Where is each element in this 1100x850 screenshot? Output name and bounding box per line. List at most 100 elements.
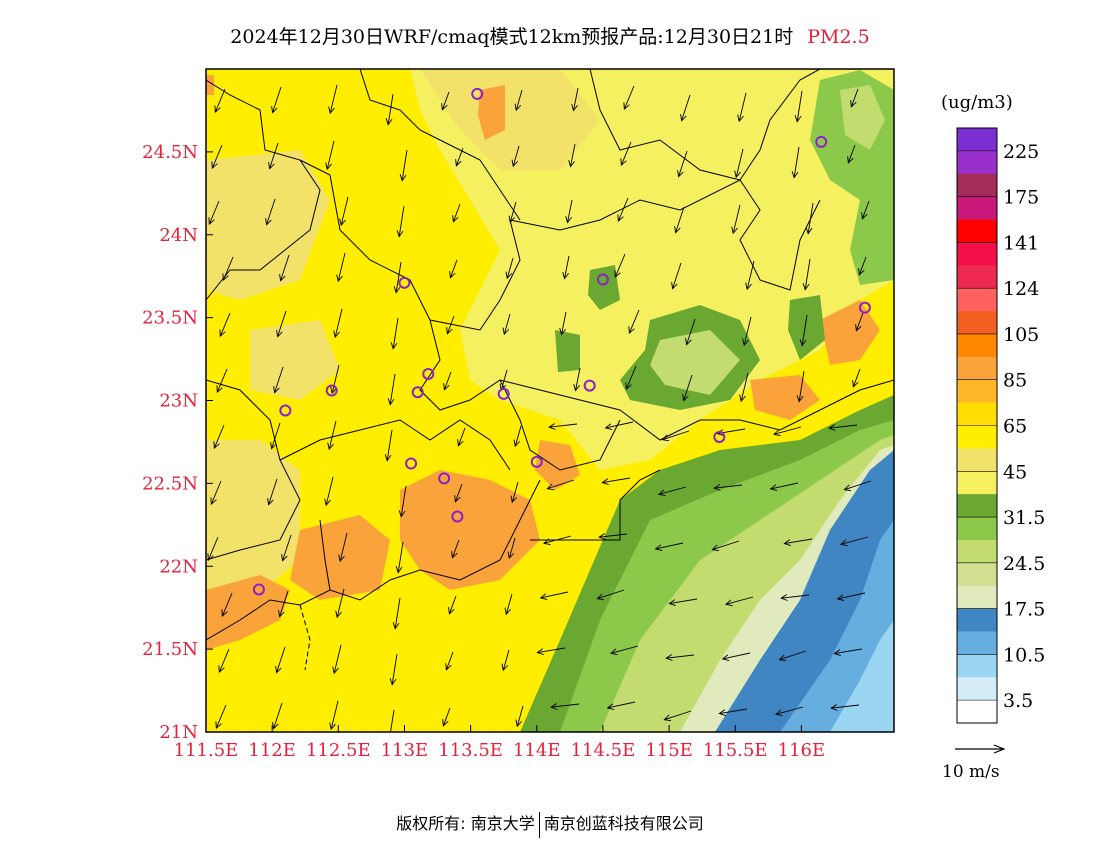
- wind-arrow: [743, 316, 752, 346]
- colorbar-swatch: [957, 311, 997, 335]
- wind-arrow: [551, 703, 580, 708]
- station-marker: [438, 472, 451, 485]
- station-marker: [858, 301, 871, 314]
- wind-arrow: [779, 650, 807, 661]
- wind-arrowhead: [668, 599, 676, 606]
- wind-arrowhead: [833, 649, 841, 656]
- wind-arrowhead: [501, 663, 509, 672]
- border-line-8: [279, 419, 511, 471]
- wind-arrow: [746, 260, 755, 290]
- border-line-9: [419, 319, 621, 411]
- wind-arrowhead: [508, 215, 516, 224]
- wind-arrow: [831, 704, 860, 709]
- wind-arrowhead: [783, 539, 791, 546]
- wind-arrowhead: [830, 704, 838, 711]
- wind-arrow: [537, 647, 566, 654]
- wind-arrow: [503, 313, 511, 335]
- colorbar-swatch: [957, 562, 997, 586]
- wind-arrow: [840, 536, 869, 545]
- wind-arrow: [714, 484, 743, 489]
- wind-arrowhead: [514, 103, 522, 112]
- wind-arrow: [400, 485, 407, 517]
- wind-arrowhead: [721, 654, 730, 662]
- colorbar-swatch: [957, 654, 997, 678]
- wind-arrow: [796, 90, 803, 122]
- wind-arrowhead: [685, 337, 692, 346]
- wind-arrow: [329, 84, 338, 114]
- wind-arrow: [392, 317, 399, 349]
- field-31-spot-1: [588, 265, 620, 310]
- wind-arrow: [445, 651, 454, 670]
- wind-arrowhead: [392, 622, 400, 630]
- x-tick-label: 115.5E: [703, 740, 768, 761]
- y-tick-label: 22N: [159, 556, 198, 577]
- wind-arrow: [446, 315, 455, 334]
- wind-arrow: [770, 482, 799, 490]
- border-line-2: [299, 159, 521, 331]
- colorbar-swatch: [957, 631, 997, 655]
- field-3-ocean: [830, 620, 894, 732]
- wind-arrow: [850, 88, 859, 107]
- wind-arrow: [442, 707, 451, 726]
- wind-arrow: [505, 593, 513, 615]
- wind-arrowhead: [281, 553, 288, 562]
- wind-arrow: [511, 481, 519, 503]
- wind-arrowhead: [211, 161, 218, 169]
- wind-arrow: [784, 538, 813, 545]
- footer-separator: [538, 811, 540, 838]
- station-marker: [405, 457, 418, 470]
- wind-arrowhead: [449, 271, 456, 279]
- wind-arrow: [722, 652, 751, 660]
- colorbar-label: 45: [1003, 461, 1027, 483]
- colorbar-swatch: [957, 242, 997, 266]
- wind-arrow: [773, 426, 802, 435]
- wind-arrowhead: [536, 648, 544, 655]
- colorbar-label: 3.5: [1003, 690, 1033, 712]
- wind-arrowhead: [385, 118, 393, 126]
- wind-arrowhead: [565, 215, 572, 224]
- wind-arrow: [451, 539, 460, 558]
- wind-arrowhead: [452, 215, 459, 223]
- wind-arrowhead: [805, 227, 813, 235]
- wind-arrowhead: [215, 721, 222, 729]
- colorbar-swatch: [957, 448, 997, 472]
- wind-arrow: [855, 312, 864, 331]
- wind-arrowhead: [614, 270, 621, 278]
- wind-arrowhead: [442, 719, 449, 727]
- wind-arrow: [573, 87, 579, 111]
- wind-arrow: [675, 206, 685, 233]
- wind-arrow: [732, 204, 741, 234]
- wind-arrow: [391, 653, 398, 685]
- wind-arrowhead: [271, 105, 278, 114]
- colorbar-swatch: [957, 700, 997, 724]
- wind-arrowhead: [214, 105, 221, 113]
- wind-arrowhead: [734, 170, 741, 179]
- x-tick-label: 112E: [248, 740, 296, 761]
- wind-scale-arrowhead: [993, 744, 1006, 754]
- wind-arrow: [273, 702, 283, 729]
- colorbar-unit: (ug/m3): [941, 92, 1013, 113]
- wind-arrow: [666, 654, 695, 659]
- wind-arrow: [387, 93, 394, 125]
- station-marker: [411, 386, 424, 399]
- wind-arrow: [268, 478, 278, 505]
- wind-arrow: [861, 200, 870, 219]
- station-marker: [422, 367, 435, 380]
- wind-arrow: [211, 144, 223, 169]
- wind-arrowhead: [265, 217, 272, 226]
- wind-arrowhead: [210, 497, 217, 505]
- wind-arrow: [448, 595, 457, 614]
- wind-arrow: [597, 589, 625, 600]
- wind-arrow: [683, 374, 693, 401]
- border-line-4: [509, 179, 821, 291]
- wind-arrow: [506, 257, 514, 279]
- wind-arrowhead: [828, 424, 836, 431]
- wind-arrow: [213, 424, 225, 449]
- colorbar-label: 65: [1003, 416, 1027, 438]
- wind-arrowhead: [604, 423, 613, 431]
- wind-arrowhead: [396, 230, 404, 238]
- field-45-west-tan-2: [250, 320, 340, 400]
- wind-arrowhead: [457, 439, 464, 447]
- field-85-corner: [206, 75, 214, 95]
- wind-arrow: [219, 312, 231, 337]
